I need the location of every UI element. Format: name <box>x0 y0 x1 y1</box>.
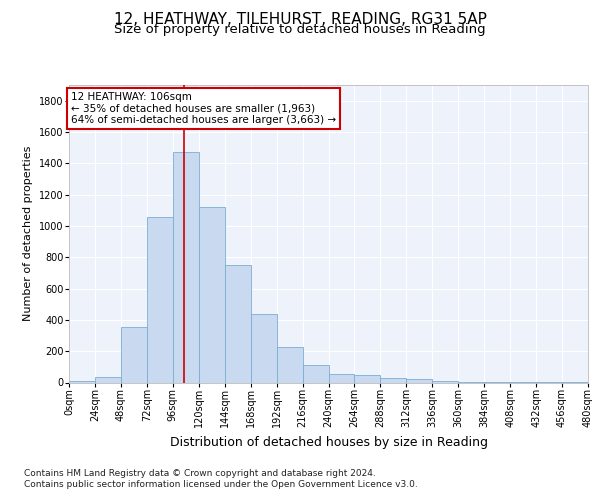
Bar <box>277 348 302 382</box>
Text: 12, HEATHWAY, TILEHURST, READING, RG31 5AP: 12, HEATHWAY, TILEHURST, READING, RG31 5… <box>113 12 487 28</box>
Bar <box>355 376 380 382</box>
Bar <box>199 207 224 382</box>
Text: 12 HEATHWAY: 106sqm
← 35% of detached houses are smaller (1,963)
64% of semi-det: 12 HEATHWAY: 106sqm ← 35% of detached ho… <box>71 92 336 125</box>
Bar <box>329 374 355 382</box>
Bar <box>302 366 329 382</box>
Bar <box>69 381 95 382</box>
Bar <box>147 216 173 382</box>
Bar <box>251 314 277 382</box>
Text: Distribution of detached houses by size in Reading: Distribution of detached houses by size … <box>170 436 488 449</box>
Bar <box>432 381 458 382</box>
Text: Contains HM Land Registry data © Crown copyright and database right 2024.: Contains HM Land Registry data © Crown c… <box>24 469 376 478</box>
Bar <box>95 377 121 382</box>
Bar <box>380 378 406 382</box>
Bar <box>121 327 147 382</box>
Bar <box>225 265 251 382</box>
Text: Contains public sector information licensed under the Open Government Licence v3: Contains public sector information licen… <box>24 480 418 489</box>
Y-axis label: Number of detached properties: Number of detached properties <box>23 146 33 322</box>
Bar <box>406 380 432 382</box>
Text: Size of property relative to detached houses in Reading: Size of property relative to detached ho… <box>114 24 486 36</box>
Bar <box>173 152 199 382</box>
